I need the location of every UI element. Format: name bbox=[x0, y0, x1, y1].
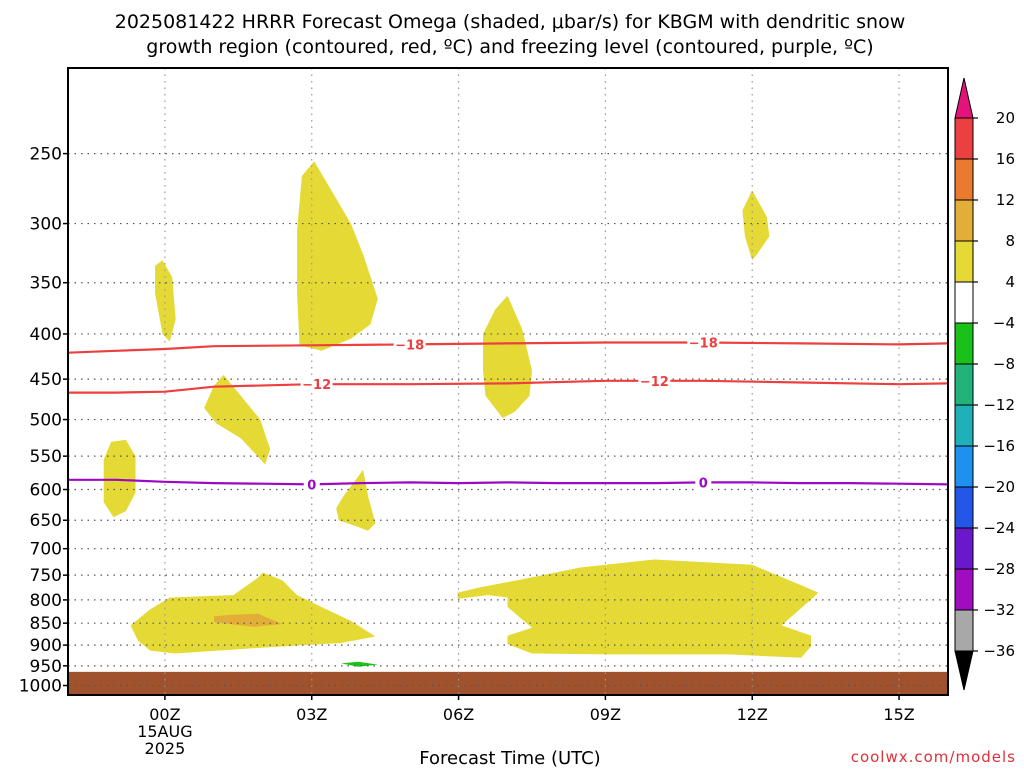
y-tick-label: 800 bbox=[30, 591, 62, 611]
omega-region bbox=[457, 559, 819, 658]
colorbar-box bbox=[954, 609, 974, 652]
y-tick-label: 600 bbox=[30, 481, 62, 501]
colorbar-label: −28 bbox=[983, 560, 1015, 578]
contour-label: −18 bbox=[395, 338, 424, 353]
colorbar-label: −32 bbox=[983, 601, 1015, 619]
colorbar-label: 8 bbox=[1005, 232, 1015, 250]
x-tick-label: 06Z bbox=[443, 705, 474, 724]
colorbar-bottom-triangle bbox=[954, 650, 974, 691]
omega-region bbox=[297, 161, 378, 351]
chart-title-line2: growth region (contoured, red, ºC) and f… bbox=[146, 36, 873, 58]
omega-region bbox=[336, 469, 376, 531]
colorbar-top-triangle bbox=[954, 77, 974, 119]
y-tick-label: 450 bbox=[30, 370, 62, 390]
x-tick-label: 09Z bbox=[590, 705, 621, 724]
contour-label-bg bbox=[687, 334, 720, 351]
colorbar-box bbox=[954, 199, 974, 242]
contour-line bbox=[67, 341, 949, 354]
x-axis-label: Forecast Time (UTC) bbox=[419, 748, 600, 768]
x-tick-label: 03Z bbox=[296, 705, 327, 724]
contour-label-bg bbox=[303, 476, 320, 493]
contour-label: 0 bbox=[307, 478, 316, 493]
colorbar-box bbox=[954, 322, 974, 365]
ground-surface bbox=[68, 671, 948, 695]
contour-label: 0 bbox=[699, 476, 708, 491]
y-tick-label: 350 bbox=[30, 274, 62, 294]
colorbar-box bbox=[954, 281, 974, 324]
colorbar-box bbox=[954, 117, 974, 160]
colorbar-label: 16 bbox=[996, 150, 1015, 168]
contour-label: −12 bbox=[302, 378, 331, 393]
contour-label-bg bbox=[300, 376, 333, 393]
y-tick-label: 1000 bbox=[19, 677, 62, 697]
colorbar-label: −36 bbox=[983, 642, 1015, 660]
x-tick-sublabel: 15AUG bbox=[137, 722, 192, 741]
colorbar-box bbox=[954, 527, 974, 570]
colorbar-box bbox=[954, 445, 974, 488]
colorbar-box bbox=[954, 363, 974, 406]
colorbar-label: −8 bbox=[993, 355, 1015, 373]
y-tick-label: 500 bbox=[30, 411, 62, 431]
y-tick-label: 550 bbox=[30, 447, 62, 467]
plot-frame bbox=[67, 67, 949, 696]
omega-region bbox=[130, 572, 376, 654]
y-tick-label: 400 bbox=[30, 325, 62, 345]
contour-label-bg bbox=[393, 336, 426, 353]
omega-region bbox=[155, 260, 176, 342]
colorbar-label: −24 bbox=[983, 519, 1015, 537]
y-tick-label: 750 bbox=[30, 566, 62, 586]
colorbar-label: 20 bbox=[996, 109, 1015, 127]
omega-region bbox=[341, 661, 378, 667]
colorbar-box bbox=[954, 404, 974, 447]
colorbar-label: −20 bbox=[983, 478, 1015, 496]
y-tick-label: 900 bbox=[30, 636, 62, 656]
x-tick-label: 00Z bbox=[149, 705, 180, 724]
colorbar: 20 16 12 8 4 −4 −8 −12 −16 −20 −24 −28 −32 −36 bbox=[954, 77, 1015, 691]
chart-title-line1: 2025081422 HRRR Forecast Omega (shaded, … bbox=[115, 11, 906, 33]
y-tick-label: 950 bbox=[30, 657, 62, 677]
colorbar-label: 4 bbox=[1005, 273, 1015, 291]
y-tick-label: 850 bbox=[30, 614, 62, 634]
y-tick-label: 300 bbox=[30, 215, 62, 235]
contour-line bbox=[68, 379, 949, 394]
watermark: coolwx.com/models bbox=[851, 748, 1016, 766]
x-tick-label: 12Z bbox=[737, 705, 768, 724]
colorbar-box bbox=[954, 568, 974, 611]
x-tick-sublabel: 2025 bbox=[145, 739, 186, 758]
colorbar-box bbox=[954, 486, 974, 529]
contour-label: −12 bbox=[640, 375, 669, 390]
x-tick-label: 15Z bbox=[883, 705, 914, 724]
contour-label-bg bbox=[695, 474, 712, 491]
contour-label-bg bbox=[638, 372, 671, 389]
omega-region bbox=[103, 439, 136, 518]
y-tick-label: 250 bbox=[30, 145, 62, 165]
colorbar-box bbox=[954, 158, 974, 201]
colorbar-label: −16 bbox=[983, 437, 1015, 455]
colorbar-box bbox=[954, 240, 974, 283]
omega-region bbox=[742, 190, 770, 261]
omega-region bbox=[483, 295, 532, 418]
contour-line bbox=[68, 478, 949, 486]
contour-label: −18 bbox=[689, 336, 718, 351]
colorbar-label: −12 bbox=[983, 396, 1015, 414]
y-tick-label: 650 bbox=[30, 511, 62, 531]
plot-area: −18 −18 −12 −12 0 0 250 300 350 400 450 500 550 600 65… bbox=[19, 67, 949, 758]
colorbar-label: 12 bbox=[996, 191, 1015, 209]
y-tick-label: 700 bbox=[30, 540, 62, 560]
colorbar-label: −4 bbox=[993, 314, 1015, 332]
